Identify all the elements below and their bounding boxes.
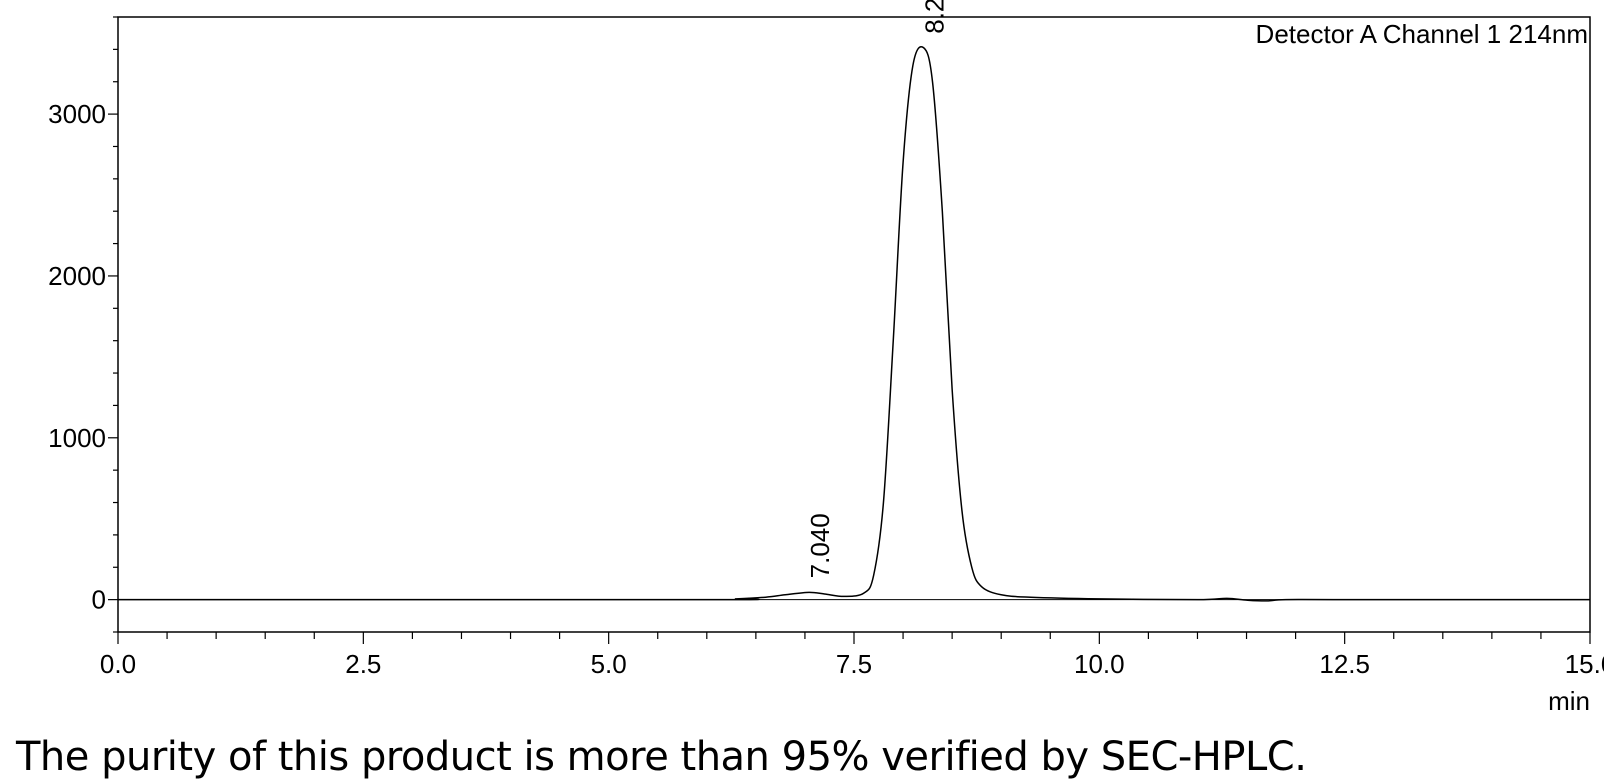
y-tick-label: 2000 <box>48 261 106 291</box>
x-tick-label: 15.0 <box>1565 649 1604 679</box>
detector-label: Detector A Channel 1 214nm <box>1256 19 1588 49</box>
plot-frame <box>117 16 1591 633</box>
y-tick-label: 1000 <box>48 423 106 453</box>
x-tick-label: 5.0 <box>591 649 627 679</box>
x-tick-label: 10.0 <box>1074 649 1125 679</box>
x-axis-unit-label: min <box>1548 686 1590 710</box>
purity-caption: The purity of this product is more than … <box>16 734 1307 780</box>
chromatogram-trace <box>117 45 1590 602</box>
peak-label: 7.040 <box>805 513 835 578</box>
y-tick-label: 0 <box>92 585 106 615</box>
x-tick-label: 7.5 <box>836 649 872 679</box>
chart-svg: 0.0 2.5 5.0 7.5 10.0 12.5 15.0 0 1000 2000 3000 7.… <box>48 0 1604 716</box>
x-tick-label: 12.5 <box>1319 649 1370 679</box>
chromatogram-chart: 0.0 2.5 5.0 7.5 10.0 12.5 15.0 0 1000 2000 3000 7.… <box>48 0 1604 716</box>
peak-label: 8.210 <box>920 0 950 34</box>
y-tick-label: 3000 <box>48 99 106 129</box>
x-tick-label: 2.5 <box>345 649 381 679</box>
x-tick-label: 0.0 <box>100 649 136 679</box>
